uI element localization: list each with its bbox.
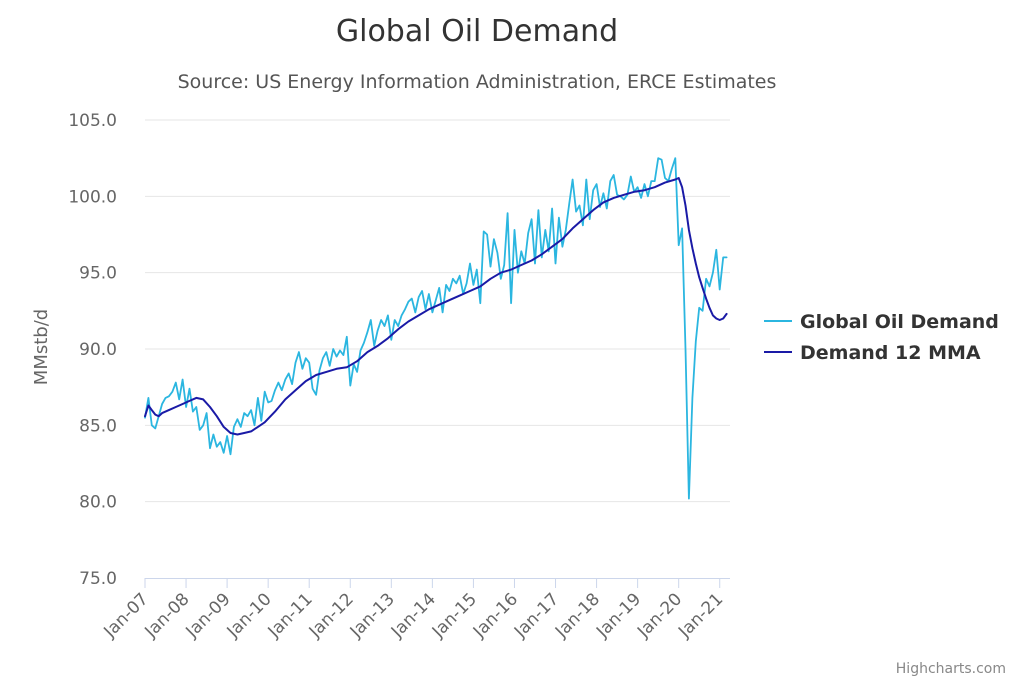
y-tick-label: 95.0 xyxy=(79,264,117,284)
y-axis-label: MMstb/d xyxy=(31,309,52,385)
legend-label: Demand 12 MMA xyxy=(800,342,981,364)
credits-link[interactable]: Highcharts.com xyxy=(896,661,1006,677)
x-axis: Jan-07Jan-08Jan-09Jan-10Jan-11Jan-12Jan-… xyxy=(100,578,730,642)
x-tick-label: Jan-08 xyxy=(141,589,194,642)
legend-item[interactable]: Global Oil Demand xyxy=(764,311,999,333)
y-tick-label: 100.0 xyxy=(68,187,117,207)
chart-subtitle: Source: US Energy Information Administra… xyxy=(178,71,777,93)
x-tick-label: Jan-13 xyxy=(346,589,399,642)
y-tick-label: 75.0 xyxy=(79,569,117,589)
series-line-demand-12-mma[interactable] xyxy=(144,177,728,436)
y-tick-label: 105.0 xyxy=(68,111,117,131)
gridlines xyxy=(145,119,730,503)
x-tick-label: Jan-15 xyxy=(428,589,481,642)
x-tick-label: Jan-09 xyxy=(182,589,235,642)
x-tick-label: Jan-07 xyxy=(100,589,153,642)
legend-item[interactable]: Demand 12 MMA xyxy=(764,342,981,364)
legend-label: Global Oil Demand xyxy=(800,311,999,333)
x-tick-label: Jan-21 xyxy=(674,589,727,642)
y-tick-label: 85.0 xyxy=(79,416,117,436)
x-tick-label: Jan-12 xyxy=(305,589,358,642)
x-tick-label: Jan-18 xyxy=(551,589,604,642)
y-axis-ticks: 75.0 80.0 85.0 90.0 95.0 100.0 105.0 xyxy=(68,111,117,589)
series-group xyxy=(144,157,728,500)
y-tick-label: 90.0 xyxy=(79,340,117,360)
legend[interactable]: Global Oil Demand Demand 12 MMA xyxy=(764,311,999,364)
x-tick-label: Jan-10 xyxy=(223,589,276,642)
x-tick-label: Jan-17 xyxy=(510,589,563,642)
x-tick-label: Jan-14 xyxy=(387,589,440,642)
x-tick-label: Jan-19 xyxy=(592,589,645,642)
chart-title: Global Oil Demand xyxy=(336,14,618,49)
y-tick-label: 80.0 xyxy=(79,493,117,513)
series-line-global-oil-demand[interactable] xyxy=(144,157,728,500)
x-tick-label: Jan-11 xyxy=(264,589,317,642)
x-tick-label: Jan-20 xyxy=(633,589,686,642)
x-tick-label: Jan-16 xyxy=(469,589,522,642)
